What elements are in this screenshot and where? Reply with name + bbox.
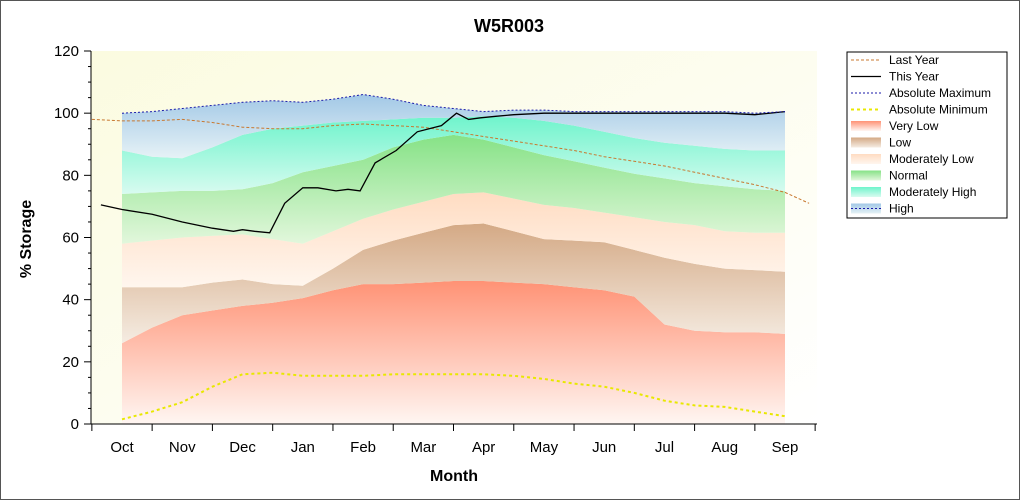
- legend-item-low: Low: [851, 136, 911, 150]
- legend-label: High: [889, 202, 914, 216]
- legend-swatch-fill: [851, 154, 881, 164]
- legend-item-moderately-low: Moderately Low: [851, 152, 974, 166]
- legend-swatch-fill: [851, 137, 881, 148]
- y-axis-label: % Storage: [18, 200, 35, 278]
- legend-label: Absolute Maximum: [889, 86, 991, 100]
- legend-label: Last Year: [889, 53, 939, 67]
- x-tick-label: Dec: [229, 439, 256, 456]
- legend-item-absolute-maximum: Absolute Maximum: [851, 86, 991, 100]
- storage-bands: [122, 94, 785, 424]
- x-tick-label: Oct: [110, 439, 134, 456]
- x-tick-label: Jan: [291, 439, 315, 456]
- series-this-year: [100, 110, 786, 234]
- legend-item-high: High: [851, 202, 914, 216]
- y-tick-label: 60: [62, 230, 79, 247]
- legend-item-normal: Normal: [851, 169, 928, 183]
- legend-label: Moderately Low: [889, 152, 974, 166]
- legend-swatch-fill: [851, 187, 881, 197]
- legend-label: Low: [889, 136, 911, 150]
- x-tick-label: Sep: [772, 439, 799, 456]
- series-absolute-maximum: [121, 93, 786, 114]
- legend-swatch-fill: [851, 203, 881, 214]
- y-tick-label: 20: [62, 354, 79, 371]
- y-tick-label: 40: [62, 292, 79, 309]
- legend-swatch-fill: [851, 170, 881, 181]
- x-tick-label: Feb: [350, 439, 376, 456]
- series-last-year: [91, 118, 810, 204]
- legend-swatch-fill: [851, 121, 881, 131]
- x-tick-label: May: [530, 439, 559, 456]
- legend-item-last-year: Last Year: [851, 53, 939, 67]
- legend-label: Normal: [889, 169, 928, 183]
- x-tick-label: Jun: [592, 439, 616, 456]
- legend-label: Very Low: [889, 119, 939, 133]
- legend-item-absolute-minimum: Absolute Minimum: [851, 103, 988, 117]
- legend-label: Absolute Minimum: [889, 103, 988, 117]
- band-moderately-low: [122, 192, 785, 288]
- x-tick-label: Mar: [410, 439, 436, 456]
- legend-item-moderately-high: Moderately High: [851, 185, 976, 199]
- legend-item-very-low: Very Low: [851, 119, 939, 133]
- x-tick-label: Nov: [169, 439, 196, 456]
- legend-label: This Year: [889, 70, 939, 84]
- band-normal: [122, 134, 785, 244]
- axes: 0 20 40 60 80 100 120 Oct Nov Dec Jan Feb Mar Apr May J…: [54, 43, 817, 456]
- y-tick-label: 120: [54, 43, 79, 60]
- band-moderately-high: [122, 116, 785, 194]
- series-lines: [91, 93, 810, 421]
- y-tick-label: 80: [62, 167, 79, 184]
- chart-title: W5R003: [474, 16, 544, 36]
- band-low: [122, 223, 785, 344]
- legend-item-this-year: This Year: [851, 70, 939, 84]
- band-high: [122, 94, 785, 159]
- legend: Last Year This Year Absolute Maximum Absolu…: [846, 51, 1008, 219]
- x-axis-label: Month: [430, 468, 478, 485]
- x-tick-label: Jul: [655, 439, 674, 456]
- y-tick-label: 0: [71, 416, 79, 433]
- x-tick-label: Apr: [472, 439, 495, 456]
- band-very-low: [122, 281, 785, 424]
- y-tick-label: 100: [54, 105, 79, 122]
- x-tick-label: Aug: [711, 439, 738, 456]
- legend-label: Moderately High: [889, 185, 976, 199]
